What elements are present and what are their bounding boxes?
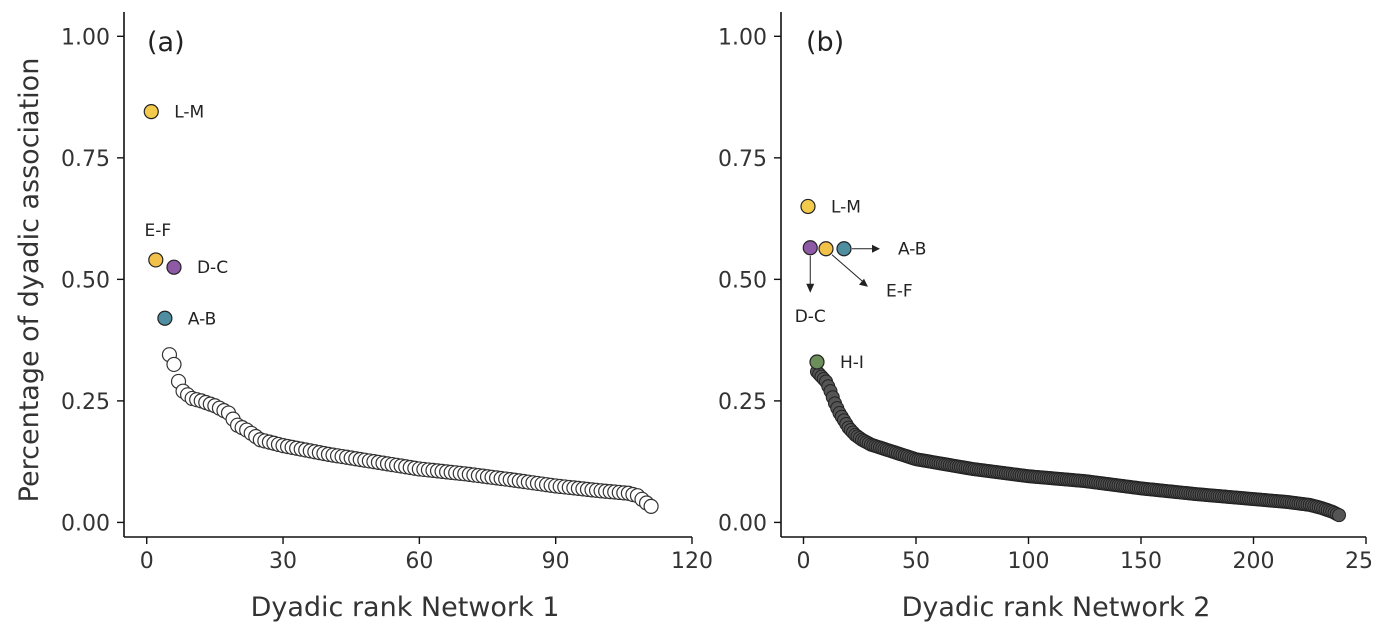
panel-b-label-e-f: E-F — [886, 282, 913, 302]
panel-b-point-l-m — [800, 198, 816, 215]
panel-b-axes: 0.00 0.25 0.50 0.75 1.00 0 50 100 150 200 250 — [718, 12, 1374, 574]
panel-a-x-axis-label: Dyadic rank Network 1 — [251, 592, 560, 623]
panel-b-arrow-e-f — [831, 254, 864, 283]
panel-a-y-tick-label: 0.25 — [61, 390, 110, 415]
panel-b-label-d-c: D-C — [795, 307, 826, 327]
panel-a-data-point — [643, 498, 659, 514]
panel-a-y-tick-label: 0.50 — [61, 268, 110, 293]
panel-b-x-tick-label: 0 — [797, 549, 811, 574]
panel-b-x-tick-label: 150 — [1120, 549, 1162, 574]
panel-a-point-a-b — [157, 310, 173, 326]
panel-b-y-tick-label: 1.00 — [718, 25, 767, 50]
panel-b-arrowhead-a-b — [872, 244, 880, 253]
panel-a-highlighted-dyads: L-M E-F D-C A-B — [143, 103, 228, 329]
panel-b-label-l-m: L-M — [831, 197, 861, 217]
panel-b-y-tick-label: 0.75 — [718, 147, 767, 172]
panel-a-axes: 0.00 0.25 0.50 0.75 1.00 0 30 60 90 120 — [61, 12, 713, 574]
panel-b-data-points — [810, 364, 1346, 523]
panel-a-point-l-m — [143, 104, 159, 120]
panel-b-highlighted-dyads: L-M D-C E-F A-B H-I — [795, 197, 927, 373]
panel-b-x-tick-label: 250 — [1345, 549, 1374, 574]
panel-b-y-tick-label: 0.50 — [718, 268, 767, 293]
panel-a-x-tick-label: 90 — [542, 549, 570, 574]
panel-b-label: (b) — [806, 27, 844, 58]
panel-a-x-tick-label: 60 — [405, 549, 433, 574]
panel-a-x-tick-label: 30 — [269, 549, 297, 574]
panel-a-point-d-c — [166, 259, 182, 275]
panel-b-y-tick-label: 0.25 — [718, 390, 767, 415]
panel-a-label: (a) — [147, 27, 185, 58]
panel-b-arrowhead-d-c — [806, 283, 815, 293]
panel-a-x-tick-label: 0 — [140, 549, 154, 574]
panel-a-label-a-b: A-B — [188, 309, 216, 329]
panel-b-y-tick-label: 0.00 — [718, 511, 767, 536]
panel-b-x-tick-label: 50 — [902, 549, 930, 574]
panel-a-label-l-m: L-M — [174, 103, 204, 123]
panel-a-y-tick-label: 1.00 — [61, 25, 110, 50]
panel-a-data-point — [166, 356, 182, 373]
panel-b-x-tick-label: 200 — [1233, 549, 1275, 574]
panel-b-x-axis-label: Dyadic rank Network 2 — [902, 592, 1211, 623]
panel-b-label-a-b: A-B — [898, 240, 926, 260]
panel-b: 0.00 0.25 0.50 0.75 1.00 0 50 100 150 200 250 L-M D… — [718, 12, 1374, 623]
panel-a-x-tick-label: 120 — [671, 549, 713, 574]
panel-b-point-d-c — [802, 240, 818, 256]
panel-b-point-e-f — [818, 241, 834, 257]
panel-a-label-e-f: E-F — [144, 221, 171, 241]
panel-a: 0.00 0.25 0.50 0.75 1.00 0 30 60 90 120 L-M E-F D-C… — [61, 12, 713, 623]
panel-b-data-point — [1332, 508, 1346, 523]
panel-a-point-e-f — [148, 252, 164, 268]
panel-a-data-points — [161, 347, 659, 514]
panel-b-point-h-i — [809, 354, 825, 370]
panel-a-label-d-c: D-C — [197, 258, 228, 278]
panel-a-y-tick-label: 0.00 — [61, 511, 110, 536]
panel-b-arrowhead-e-f — [859, 278, 868, 287]
panel-a-y-tick-label: 0.75 — [61, 147, 110, 172]
panel-b-label-h-i: H-I — [840, 353, 864, 373]
panel-b-x-tick-label: 100 — [1008, 549, 1050, 574]
panel-b-point-a-b — [836, 241, 852, 257]
y-axis-label: Percentage of dyadic association — [14, 58, 45, 503]
